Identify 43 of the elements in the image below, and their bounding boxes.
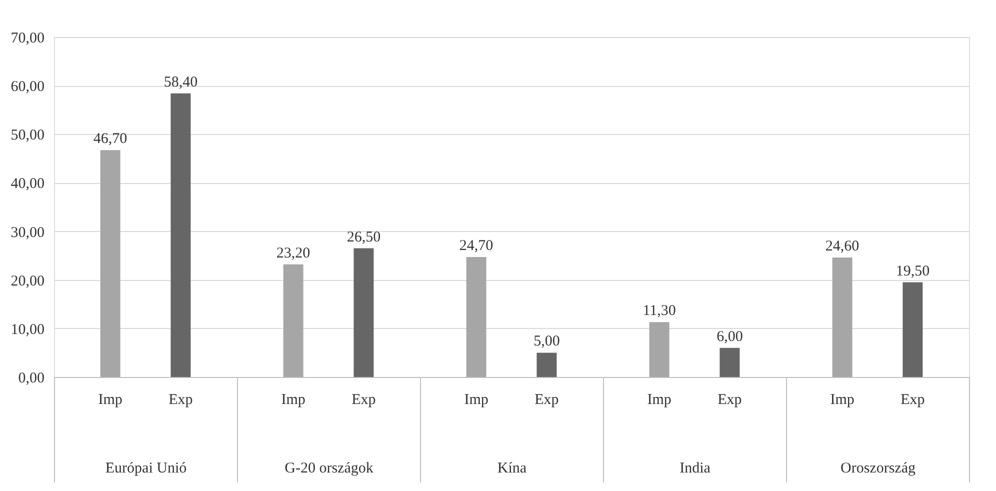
data-label: 23,20 [276, 245, 310, 262]
y-tick-label: 30,00 [10, 224, 44, 241]
text: Imp [647, 392, 672, 408]
data-label: 46,70 [93, 131, 128, 148]
x-tick-label: Oroszország [840, 460, 916, 476]
x-tick-label: India [680, 460, 711, 476]
bar [902, 282, 923, 377]
x-tick-label: Kína [497, 460, 527, 476]
text: Imp [464, 392, 488, 408]
text: Exp [900, 392, 925, 408]
bar [649, 322, 670, 377]
y-tick-label: 10,00 [10, 322, 44, 338]
data-label: 11,30 [642, 303, 676, 320]
y-tick-label: 70,00 [10, 30, 44, 46]
y-tick-label: 60,00 [10, 79, 44, 96]
bar [466, 257, 486, 377]
text: Exp [168, 392, 193, 408]
bar [720, 348, 740, 377]
text: Imp [98, 392, 122, 408]
data-label: 24,70 [459, 238, 494, 254]
data-label: 5,00 [534, 334, 560, 350]
bar [536, 352, 557, 377]
x-tick-label: Európai Unió [105, 460, 187, 476]
text: Exp [718, 392, 742, 408]
series-label: Imp [281, 392, 306, 408]
data-label: 6,00 [716, 328, 743, 345]
data-label: 58,40 [164, 74, 198, 90]
y-tick-label: 40,00 [10, 176, 44, 192]
series-label: Exp [352, 392, 376, 408]
y-tick-label: 0,00 [18, 370, 44, 386]
text: Imp [830, 392, 854, 408]
x-tick-label: G-20 országok [284, 460, 374, 476]
bar [170, 93, 191, 377]
data-label: 19,50 [896, 263, 930, 280]
y-tick-label: 20,00 [10, 273, 44, 290]
text: Exp [534, 392, 559, 408]
data-label: 24,60 [825, 238, 860, 255]
bar [354, 248, 374, 377]
bar [832, 258, 852, 377]
y-tick-label: 50,00 [10, 128, 44, 144]
data-label: 26,50 [346, 229, 381, 246]
bar [100, 150, 120, 377]
bar [283, 264, 304, 377]
